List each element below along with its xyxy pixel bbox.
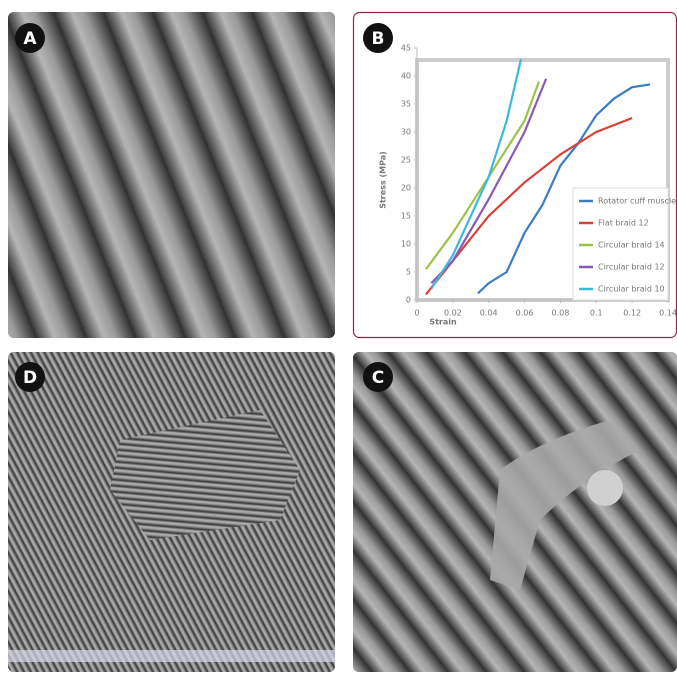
- y-tick-label: 0: [406, 296, 411, 305]
- y-tick-label: 15: [401, 212, 411, 221]
- y-axis-title: Stress (MPa): [379, 151, 388, 209]
- x-axis-title: Strain: [429, 318, 457, 327]
- legend-label: Circular braid 14: [598, 241, 665, 250]
- y-tick-label: 40: [401, 72, 411, 81]
- y-tick-label: 25: [401, 156, 411, 165]
- x-tick-label: 0.14: [659, 309, 677, 318]
- legend-label: Flat braid 12: [598, 219, 649, 228]
- panel-label: B: [372, 29, 385, 49]
- x-tick-label: 0.06: [516, 309, 534, 318]
- x-tick-label: 0.04: [480, 309, 498, 318]
- panel-label: C: [372, 368, 384, 388]
- y-tick-label: 5: [406, 268, 411, 277]
- x-tick-label: 0.02: [444, 309, 462, 318]
- panel-a-image: [8, 12, 335, 338]
- y-tick-label: 10: [401, 240, 411, 249]
- y-tick-label: 30: [401, 128, 411, 137]
- x-tick-label: 0.12: [623, 309, 641, 318]
- panel-d-image: [8, 352, 335, 672]
- y-tick-label: 45: [401, 44, 411, 53]
- figure: A B D C 0 5 10 15 20 25 30 35 40 45 0 0.02 0.04 0.06 0.08…: [0, 0, 677, 673]
- x-tick-label: 0.1: [590, 309, 603, 318]
- x-tick-label: 0: [414, 309, 419, 318]
- legend-label: Circular braid 12: [598, 263, 665, 272]
- panel-label: A: [23, 29, 37, 49]
- panel-c-image: [353, 352, 677, 672]
- legend-label: Rotator cuff muscle: [598, 197, 676, 206]
- y-tick-label: 20: [401, 184, 411, 193]
- x-tick-label: 0.08: [552, 309, 570, 318]
- panel-label: D: [23, 368, 37, 388]
- y-tick-label: 35: [401, 100, 411, 109]
- legend-label: Circular braid 10: [598, 285, 665, 294]
